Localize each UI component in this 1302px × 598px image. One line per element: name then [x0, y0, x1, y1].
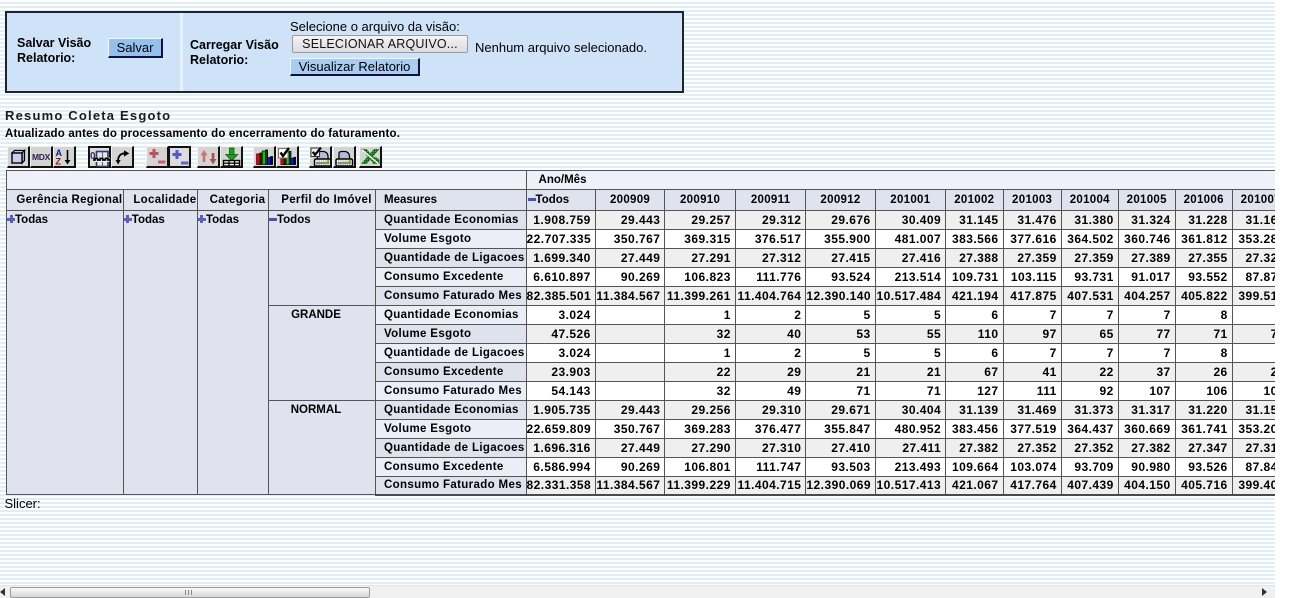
svg-text:0: 0 — [90, 151, 96, 162]
svg-text:A: A — [56, 148, 63, 158]
svg-text:Z: Z — [56, 157, 62, 167]
svg-text:MDX: MDX — [32, 152, 51, 162]
